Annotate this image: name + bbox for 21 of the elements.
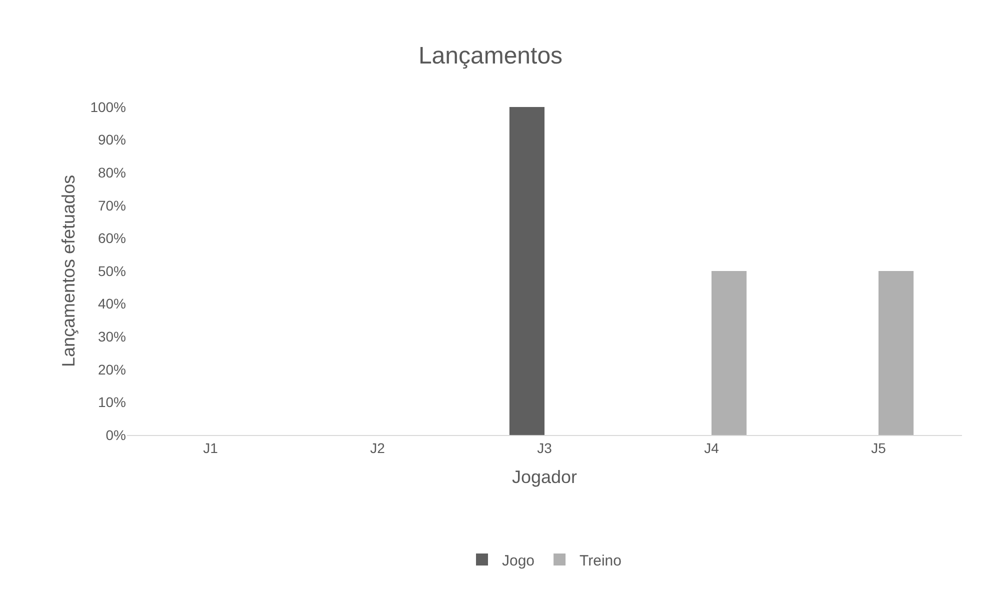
y-tick-label: 0% bbox=[106, 426, 126, 443]
x-tick-label: J2 bbox=[370, 440, 386, 456]
y-tick-label: 100% bbox=[90, 98, 126, 115]
x-axis-title: Jogador bbox=[512, 466, 578, 487]
x-tick-label: J3 bbox=[537, 440, 552, 456]
y-tick-label: 50% bbox=[98, 262, 126, 279]
y-tick-label: 90% bbox=[98, 132, 126, 148]
y-tick-label: 70% bbox=[98, 197, 126, 214]
legend-label: Treino bbox=[580, 552, 622, 570]
y-tick-label: 60% bbox=[98, 230, 126, 246]
chart-title: Lançamentos bbox=[418, 42, 563, 70]
x-tick-label: J4 bbox=[704, 440, 720, 456]
y-tick-label: 80% bbox=[98, 164, 126, 180]
y-tick-label: 40% bbox=[98, 296, 126, 312]
legend-label: Jogo bbox=[502, 552, 535, 570]
x-tick-label: J5 bbox=[871, 440, 886, 456]
y-axis-title: Lançamentos efetuados bbox=[58, 174, 78, 368]
y-tick-label: 10% bbox=[98, 394, 126, 410]
y-tick-label: 30% bbox=[98, 328, 126, 344]
y-tick-label: 20% bbox=[98, 361, 126, 378]
x-tick-label: J1 bbox=[203, 440, 218, 456]
